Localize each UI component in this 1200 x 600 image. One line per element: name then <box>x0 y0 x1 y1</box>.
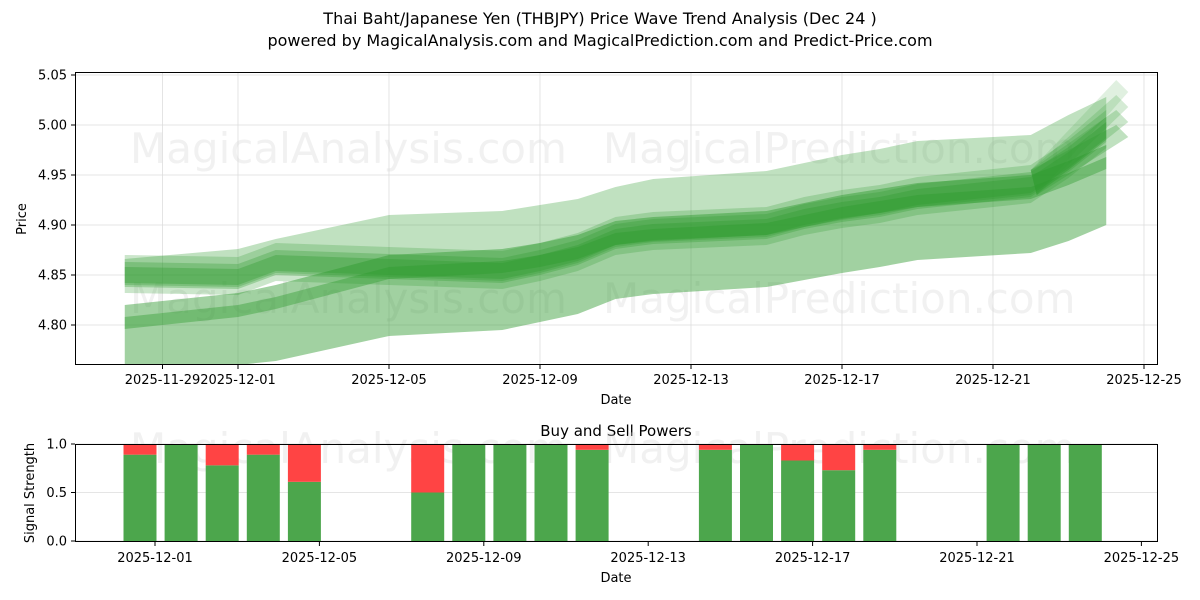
y-tick-label: 4.95 <box>38 169 67 184</box>
sell-bar <box>123 444 157 455</box>
y-tick-label: 4.80 <box>38 319 67 334</box>
buy-bar <box>123 454 157 541</box>
buy-bar <box>698 449 732 541</box>
sell-bar <box>575 444 609 450</box>
sell-bar <box>822 444 856 471</box>
y-tick-label: 4.85 <box>38 269 67 284</box>
buy-bar <box>534 444 568 541</box>
x-tick-label: 2025-12-05 <box>351 373 427 388</box>
buy-sell-bars <box>123 444 1102 541</box>
x-tick-label: 2025-12-09 <box>446 551 522 566</box>
sell-bar <box>698 444 732 450</box>
buy-bar <box>164 444 198 541</box>
x-tick-label: 2025-12-05 <box>282 551 358 566</box>
sell-bar <box>781 444 815 461</box>
buy-bar <box>986 444 1020 541</box>
chart-title: Thai Baht/Japanese Yen (THBJPY) Price Wa… <box>323 9 877 28</box>
signal-x-axis: 2025-12-01 2025-12-05 2025-12-09 2025-12-13… <box>117 542 1179 566</box>
x-tick-label: 2025-12-25 <box>1104 551 1180 566</box>
x-tick-label: 2025-12-17 <box>804 373 880 388</box>
sell-bar <box>411 444 445 493</box>
x-tick-label: 2025-12-13 <box>653 373 729 388</box>
price-chart-frame <box>75 72 1158 365</box>
buy-bar <box>287 481 321 541</box>
x-tick-label: 2025-11-29 <box>125 373 201 388</box>
watermark-text: MagicalAnalysis.com <box>130 124 567 173</box>
price-chart-grid <box>76 73 1157 364</box>
watermark-text: MagicalPrediction.com <box>603 274 1076 323</box>
sell-bar <box>246 444 280 455</box>
y-tick-label: 5.05 <box>38 69 67 84</box>
buy-bar <box>1068 444 1102 541</box>
y-tick-label: 5.00 <box>38 119 67 134</box>
y-tick-label: 1.0 <box>46 438 67 453</box>
x-tick-label: 2025-12-21 <box>955 373 1031 388</box>
x-tick-label: 2025-12-17 <box>775 551 851 566</box>
price-chart-watermarks: MagicalAnalysis.com MagicalPrediction.com… <box>130 124 1076 323</box>
signal-chart-title: Buy and Sell Powers <box>540 422 692 440</box>
signal-chart-frame <box>75 444 1158 542</box>
signal-y-axis-label: Signal Strength <box>23 443 38 543</box>
buy-bar <box>740 444 773 541</box>
buy-bar <box>863 449 897 541</box>
signal-x-axis-label: Date <box>600 571 631 586</box>
x-tick-label: 2025-12-21 <box>939 551 1015 566</box>
watermark-text: MagicalAnalysis.com <box>130 274 567 323</box>
sell-bar <box>863 444 897 450</box>
signal-y-axis: 0.0 0.5 1.0 <box>46 438 75 550</box>
sell-bar <box>287 444 321 482</box>
buy-bar <box>246 454 280 541</box>
y-tick-label: 4.90 <box>38 219 67 234</box>
buy-bar <box>781 460 815 541</box>
price-y-axis: 4.80 4.85 4.90 4.95 5.00 5.05 <box>38 69 75 334</box>
buy-bar <box>822 470 856 541</box>
buy-bar <box>1027 444 1061 541</box>
x-tick-label: 2025-12-13 <box>610 551 686 566</box>
sell-bar <box>205 444 239 466</box>
buy-bar <box>493 444 527 541</box>
x-tick-label: 2025-12-01 <box>117 551 193 566</box>
watermark-text: MagicalPrediction.com <box>603 124 1076 173</box>
buy-bar <box>205 465 239 541</box>
y-tick-label: 0.0 <box>46 535 67 550</box>
chart-subtitle: powered by MagicalAnalysis.com and Magic… <box>267 31 933 50</box>
price-x-axis: 2025-11-29 2025-12-01 2025-12-05 2025-12-09… <box>125 365 1182 388</box>
y-tick-label: 0.5 <box>46 486 67 501</box>
buy-bar <box>452 444 486 541</box>
price-wave-bands <box>124 80 1129 365</box>
x-tick-label: 2025-12-25 <box>1106 373 1182 388</box>
price-y-axis-label: Price <box>15 203 30 235</box>
price-x-axis-label: Date <box>600 393 631 408</box>
buy-bar <box>575 449 609 541</box>
buy-bar <box>411 492 445 541</box>
x-tick-label: 2025-12-01 <box>200 373 276 388</box>
x-tick-label: 2025-12-09 <box>502 373 578 388</box>
